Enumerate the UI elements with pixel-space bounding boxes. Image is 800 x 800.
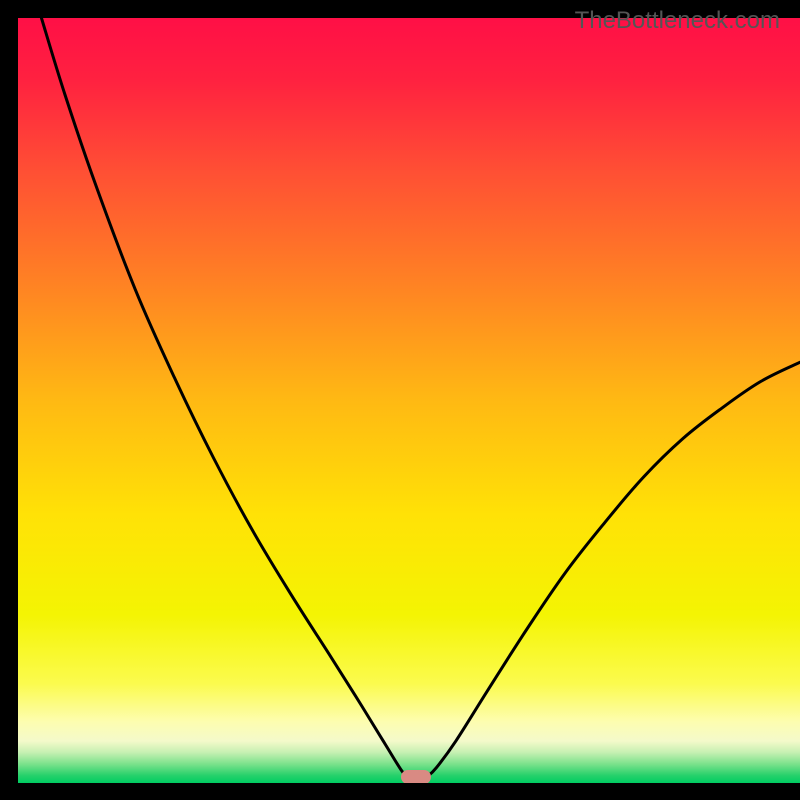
watermark-text: TheBottleneck.com <box>575 7 780 35</box>
minimum-marker <box>401 770 431 783</box>
curve-right-branch <box>427 362 800 777</box>
frame-border-bottom <box>0 783 800 800</box>
plot-area <box>18 18 800 783</box>
frame-border-left <box>0 0 18 800</box>
chart-canvas: TheBottleneck.com <box>0 0 800 800</box>
bottleneck-curve <box>18 18 800 783</box>
curve-left-branch <box>41 18 407 777</box>
